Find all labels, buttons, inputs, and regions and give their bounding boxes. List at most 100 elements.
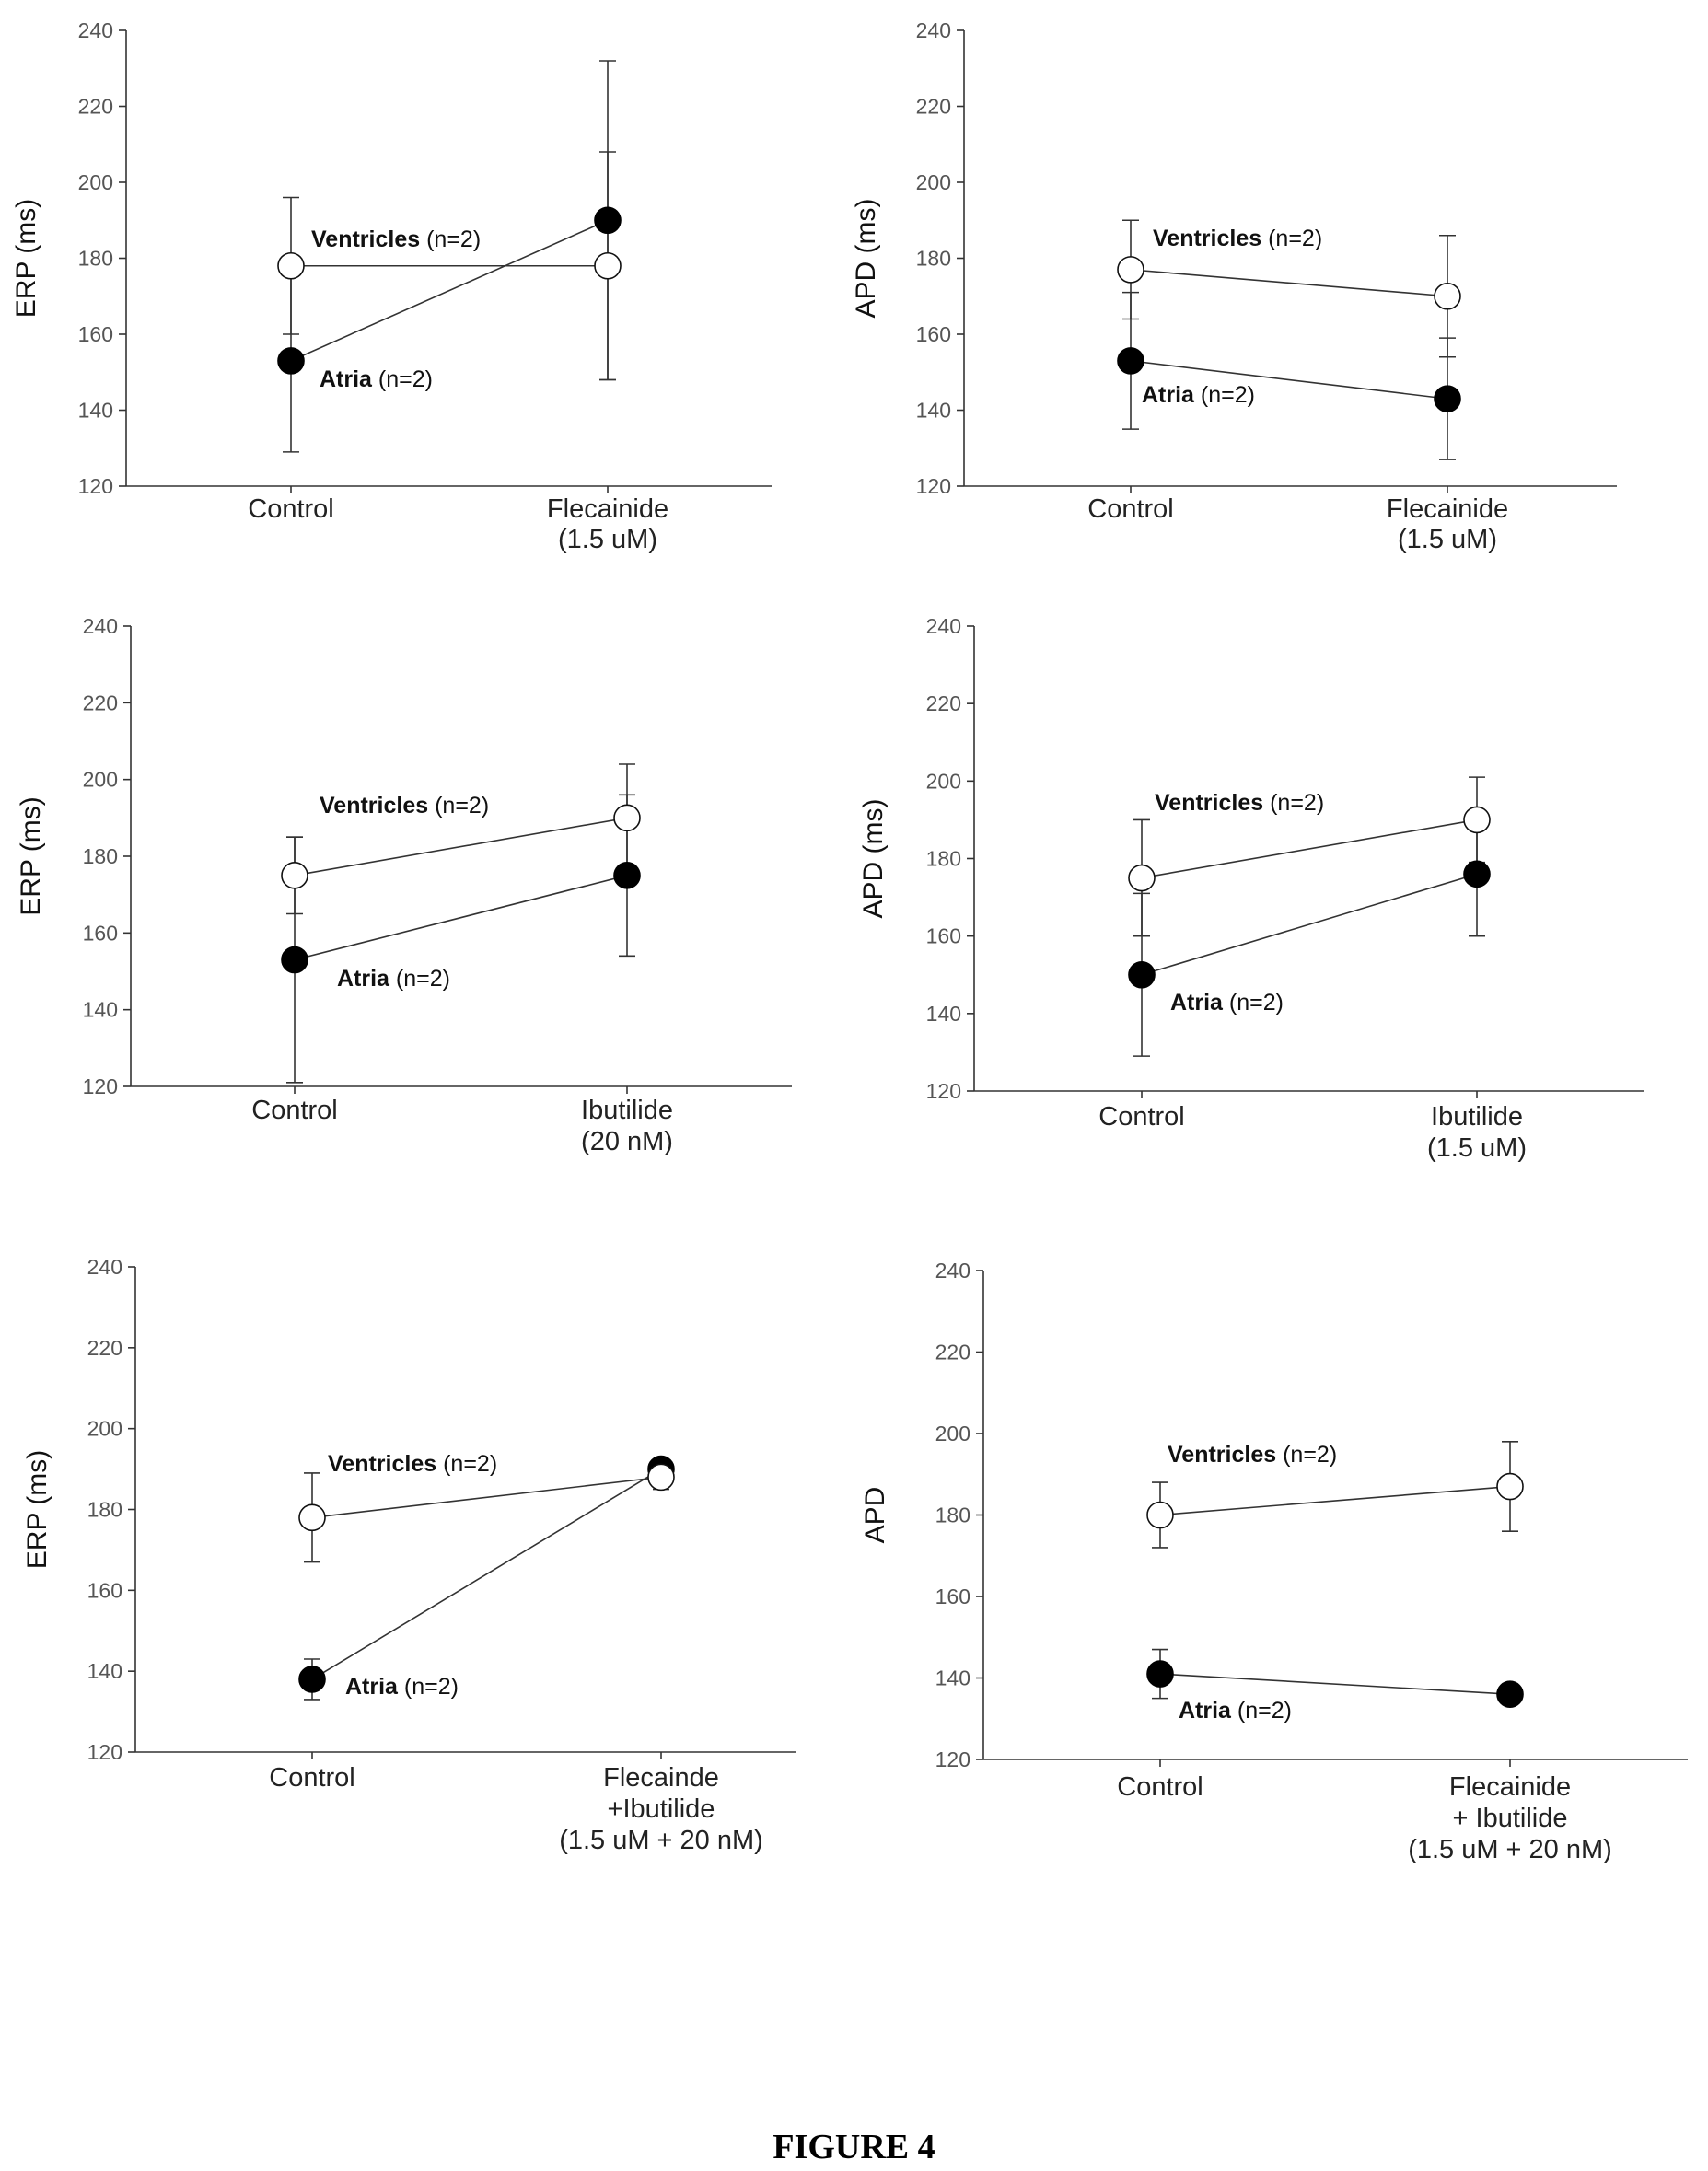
y-axis-label: APD bbox=[860, 1487, 890, 1544]
x-tick-label: Flecainide bbox=[1387, 494, 1508, 524]
data-point-ventricles bbox=[647, 1463, 675, 1492]
y-tick-label: 120 bbox=[926, 1079, 961, 1103]
series-n-label: (n=2) bbox=[1231, 1698, 1292, 1724]
series-label-atria: Atria (n=2) bbox=[1142, 382, 1255, 408]
x-tick-label: (1.5 uM) bbox=[558, 525, 657, 554]
x-tick-label: Control bbox=[248, 494, 334, 524]
y-tick-label: 240 bbox=[926, 614, 961, 638]
x-tick-label: Control bbox=[1087, 494, 1174, 524]
data-point-ventricles bbox=[298, 1503, 326, 1532]
y-tick-label: 120 bbox=[916, 474, 951, 498]
series-line-atria bbox=[311, 1468, 662, 1680]
y-tick-label: 200 bbox=[78, 170, 113, 194]
data-point-atria bbox=[594, 206, 622, 235]
y-tick-label: 160 bbox=[78, 322, 113, 346]
y-tick-label: 240 bbox=[916, 18, 951, 42]
series-line-ventricles bbox=[294, 817, 628, 877]
series-name: Atria bbox=[1170, 990, 1224, 1016]
series-label-ventricles: Ventricles (n=2) bbox=[1153, 226, 1322, 251]
y-tick-label: 240 bbox=[78, 18, 113, 42]
y-tick-label: 200 bbox=[83, 768, 118, 792]
data-point-ventricles bbox=[1146, 1501, 1174, 1529]
series-name: Ventricles bbox=[1153, 226, 1261, 251]
y-tick-label: 120 bbox=[87, 1740, 122, 1764]
data-point-atria bbox=[281, 946, 308, 974]
data-point-atria bbox=[1128, 960, 1156, 989]
figure-caption: FIGURE 4 bbox=[773, 2128, 935, 2166]
y-tick-label: 160 bbox=[83, 921, 118, 945]
chart-panel-5: 120 140 160 180 200 220 240 Control Flecainde+Ib… bbox=[22, 1255, 796, 1855]
series-n-label: (n=2) bbox=[1276, 1442, 1337, 1468]
series-line-atria bbox=[1159, 1673, 1511, 1695]
y-tick-label: 180 bbox=[935, 1503, 970, 1527]
series-name: Ventricles bbox=[320, 793, 428, 818]
series-name: Ventricles bbox=[1168, 1442, 1276, 1468]
y-tick-label: 160 bbox=[926, 924, 961, 948]
data-point-ventricles bbox=[281, 862, 308, 889]
y-tick-label: 180 bbox=[926, 847, 961, 871]
y-tick-label: 220 bbox=[916, 95, 951, 119]
series-n-label: (n=2) bbox=[420, 226, 481, 252]
x-tick-label: Control bbox=[269, 1763, 355, 1793]
data-point-atria bbox=[1434, 385, 1461, 412]
series-line-atria bbox=[1130, 360, 1448, 400]
y-tick-label: 140 bbox=[935, 1666, 970, 1690]
data-point-atria bbox=[1496, 1680, 1524, 1708]
x-tick-label: (20 nM) bbox=[581, 1127, 673, 1156]
series-n-label: (n=2) bbox=[1223, 990, 1284, 1016]
data-point-atria bbox=[1463, 860, 1491, 888]
series-label-ventricles: Ventricles (n=2) bbox=[311, 226, 481, 252]
series-n-label: (n=2) bbox=[1194, 382, 1255, 408]
data-point-atria bbox=[298, 1666, 326, 1693]
x-tick-label: Flecainde bbox=[603, 1763, 719, 1793]
x-tick-label: Control bbox=[251, 1096, 338, 1125]
data-point-ventricles bbox=[277, 251, 305, 280]
chart-panel-1: 120 140 160 180 200 220 240 Control Flecainide(1… bbox=[11, 18, 772, 554]
y-tick-label: 140 bbox=[83, 998, 118, 1022]
x-tick-label: (1.5 uM + 20 nM) bbox=[559, 1826, 763, 1855]
data-point-ventricles bbox=[1434, 282, 1461, 310]
series-label-ventricles: Ventricles (n=2) bbox=[320, 793, 489, 818]
chart-panel-4: 120 140 160 180 200 220 240 Control Ibutilide(1.… bbox=[858, 614, 1644, 1163]
y-axis-label: ERP (ms) bbox=[22, 1450, 52, 1569]
series-n-label: (n=2) bbox=[1261, 226, 1322, 251]
y-tick-label: 180 bbox=[916, 247, 951, 271]
y-tick-label: 180 bbox=[78, 247, 113, 271]
y-tick-label: 220 bbox=[87, 1336, 122, 1360]
y-tick-label: 200 bbox=[935, 1422, 970, 1445]
y-tick-label: 240 bbox=[83, 614, 118, 638]
series-name: Ventricles bbox=[328, 1451, 436, 1477]
y-tick-label: 160 bbox=[916, 322, 951, 346]
y-tick-label: 180 bbox=[87, 1498, 122, 1522]
series-label-ventricles: Ventricles (n=2) bbox=[1168, 1442, 1337, 1468]
x-tick-label: Ibutilide bbox=[581, 1096, 673, 1125]
y-tick-label: 220 bbox=[83, 691, 118, 714]
y-axis-label: APD (ms) bbox=[858, 799, 889, 919]
series-name: Atria bbox=[320, 366, 373, 392]
series-label-atria: Atria (n=2) bbox=[1179, 1698, 1292, 1724]
data-point-ventricles bbox=[1463, 806, 1491, 834]
y-tick-label: 220 bbox=[935, 1341, 970, 1364]
chart-panel-2: 120 140 160 180 200 220 240 Control Flecainide(1… bbox=[851, 18, 1617, 554]
y-tick-label: 140 bbox=[87, 1659, 122, 1683]
series-label-atria: Atria (n=2) bbox=[337, 966, 450, 992]
y-tick-label: 180 bbox=[83, 844, 118, 868]
y-tick-label: 140 bbox=[926, 1002, 961, 1026]
data-point-atria bbox=[1146, 1660, 1174, 1688]
y-tick-label: 200 bbox=[87, 1417, 122, 1441]
x-tick-label: Ibutilide bbox=[1431, 1102, 1523, 1132]
series-label-ventricles: Ventricles (n=2) bbox=[328, 1451, 497, 1477]
y-tick-label: 220 bbox=[926, 691, 961, 715]
chart-panel-3: 120 140 160 180 200 220 240 Control Ibutilide(20… bbox=[16, 614, 792, 1156]
y-tick-label: 220 bbox=[78, 95, 113, 119]
y-tick-label: 140 bbox=[916, 399, 951, 423]
y-tick-label: 160 bbox=[935, 1585, 970, 1608]
series-line-ventricles bbox=[1130, 269, 1448, 297]
series-line-ventricles bbox=[1159, 1485, 1511, 1516]
data-point-ventricles bbox=[1117, 256, 1144, 284]
x-tick-label: + Ibutilide bbox=[1453, 1804, 1568, 1833]
series-name: Ventricles bbox=[1155, 790, 1263, 816]
series-line-ventricles bbox=[311, 1476, 662, 1519]
series-line-atria bbox=[290, 219, 609, 362]
